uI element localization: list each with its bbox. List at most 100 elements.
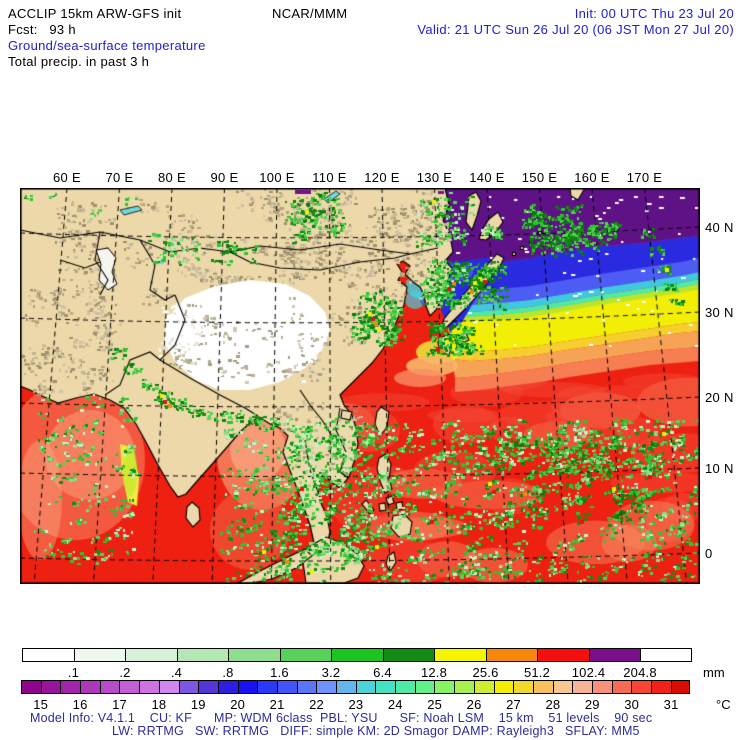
- forecast-map: [20, 188, 700, 584]
- longitude-axis: 60 E 70 E 80 E 90 E 100 E 110 E 120 E 130 E 140 …: [0, 170, 740, 185]
- colorbar-cell: [73, 648, 125, 662]
- colorbar-tick-label: 1.6: [270, 665, 289, 680]
- lon-tick-label: 90 E: [210, 170, 239, 185]
- init-time: Init: 00 UTC Thu 23 Jul 20: [574, 6, 734, 21]
- colorbar-tick-label: 102.4: [571, 665, 606, 680]
- colorbar-cell: [276, 680, 297, 694]
- temperature-colorbar: [21, 680, 691, 694]
- colorbar-cell: [279, 648, 331, 662]
- lon-tick-label: 80 E: [158, 170, 186, 185]
- colorbar-tick-label: 6.4: [373, 665, 392, 680]
- colorbar-cell: [532, 680, 553, 694]
- colorbar-tick-label: 22: [309, 697, 324, 712]
- colorbar-tick-label: .8: [222, 665, 234, 680]
- colorbar-cell: [591, 680, 612, 694]
- colorbar-cell: [631, 680, 651, 694]
- colorbar-cell: [158, 680, 179, 694]
- colorbar-cell: [40, 680, 61, 694]
- temperature-unit-label: °C: [716, 697, 731, 712]
- colorbar-tick-label: 16: [72, 697, 88, 712]
- colorbar-cell: [217, 680, 238, 694]
- colorbar-cell: [572, 680, 592, 694]
- colorbar-cell: [537, 648, 589, 662]
- colorbar-cell: [176, 648, 228, 662]
- colorbar-tick-label: .1: [67, 665, 80, 680]
- precip-unit-label: mm: [703, 665, 725, 680]
- colorbar-tick-label: 204.8: [623, 665, 657, 680]
- colorbar-cell: [336, 680, 356, 694]
- lon-tick-label: 170 E: [626, 170, 663, 185]
- lon-tick-label: 150 E: [521, 170, 558, 185]
- colorbar-tick-label: 23: [348, 697, 364, 712]
- colorbar-tick-label: 28: [545, 697, 561, 712]
- colorbar-cell: [434, 680, 455, 694]
- colorbar-cell: [60, 680, 81, 694]
- colorbar-cell: [99, 680, 120, 694]
- colorbar-cell: [588, 648, 640, 662]
- colorbar-cell: [395, 680, 415, 694]
- temperature-colorbar-labels: 15 16 17 18 19 20 21 22 23 24 25 26 27 28 29 30 31: [0, 697, 740, 712]
- colorbar-tick-label: 51.2: [523, 665, 551, 680]
- colorbar-tick-label: 3.2: [321, 665, 341, 680]
- colorbar-tick-label: 26: [466, 697, 482, 712]
- colorbar-cell: [198, 680, 218, 694]
- field-name-temperature: Ground/sea-surface temperature: [8, 38, 206, 53]
- colorbar-tick-label: 30: [624, 697, 640, 712]
- lon-tick-label: 110 E: [312, 170, 347, 185]
- colorbar-cell: [651, 680, 671, 694]
- colorbar-cell: [375, 680, 396, 694]
- model-info-line2: LW: RRTMG SW: RRTMG DIFF: simple KM: 2D …: [112, 724, 640, 738]
- colorbar-tick-label: 12.8: [420, 665, 448, 680]
- forecast-hour: Fcst: 93 h: [8, 22, 76, 37]
- colorbar-cell: [22, 648, 74, 662]
- lon-tick-label: 130 E: [416, 170, 453, 185]
- colorbar-tick-label: 27: [506, 697, 521, 712]
- lat-tick-label: 30 N: [705, 305, 734, 320]
- colorbar-tick-label: 17: [112, 697, 127, 712]
- colorbar-cell: [316, 680, 336, 694]
- lat-tick-label: 10 N: [705, 461, 734, 476]
- colorbar-cell: [513, 680, 533, 694]
- colorbar-cell: [228, 648, 280, 662]
- lat-tick-label: 20 N: [705, 390, 734, 405]
- precip-colorbar: [22, 648, 692, 662]
- colorbar-tick-label: .4: [170, 665, 183, 680]
- lat-tick-label: 0: [705, 546, 713, 561]
- colorbar-tick-label: 24: [387, 697, 403, 712]
- colorbar-cell: [125, 648, 177, 662]
- latitude-axis: 40 N 30 N 20 N 10 N 0: [705, 0, 739, 740]
- colorbar-cell: [611, 680, 632, 694]
- model-info-line1: Model Info: V4.1.1 CU: KF MP: WDM 6class…: [30, 711, 653, 725]
- colorbar-cell: [485, 648, 537, 662]
- colorbar-cell: [382, 648, 434, 662]
- colorbar-tick-label: 21: [269, 697, 285, 712]
- precip-colorbar-labels: .1 .2 .4 .8 1.6 3.2 6.4 12.8 25.6 51.2 102.4 204.8: [0, 665, 740, 680]
- colorbar-cell: [434, 648, 486, 662]
- colorbar-tick-label: 20: [230, 697, 246, 712]
- colorbar-cell: [640, 648, 692, 662]
- colorbar-cell: [296, 680, 317, 694]
- colorbar-cell: [331, 648, 383, 662]
- colorbar-tick-label: 29: [584, 697, 600, 712]
- colorbar-cell: [119, 680, 140, 694]
- lon-tick-label: 160 E: [574, 170, 610, 185]
- colorbar-tick-label: .2: [119, 665, 131, 680]
- colorbar-tick-label: 15: [33, 697, 49, 712]
- lon-tick-label: 60 E: [53, 170, 81, 185]
- colorbar-cell: [670, 680, 691, 694]
- colorbar-tick-label: 31: [663, 697, 679, 712]
- valid-time: Valid: 21 UTC Sun 26 Jul 20 (06 JST Mon …: [417, 22, 734, 37]
- field-name-precip: Total precip. in past 3 h: [8, 54, 150, 69]
- colorbar-cell: [80, 680, 100, 694]
- lon-tick-label: 120 E: [364, 170, 400, 185]
- colorbar-cell: [414, 680, 435, 694]
- org-label: NCAR/MMM: [272, 6, 348, 21]
- model-title: ACCLIP 15km ARW-GFS init: [8, 6, 182, 21]
- colorbar-cell: [355, 680, 376, 694]
- colorbar-tick-label: 18: [151, 697, 167, 712]
- lon-tick-label: 100 E: [259, 170, 295, 185]
- colorbar-cell: [178, 680, 199, 694]
- colorbar-cell: [21, 680, 41, 694]
- colorbar-cell: [493, 680, 514, 694]
